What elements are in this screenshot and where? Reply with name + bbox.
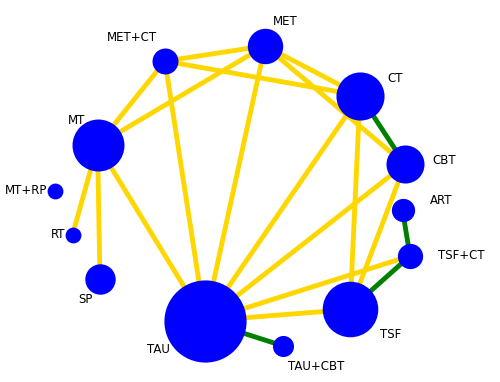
Text: MT+RP: MT+RP <box>5 185 48 197</box>
Text: TSF+CT: TSF+CT <box>438 249 484 262</box>
Point <box>201 318 209 324</box>
Point <box>96 276 104 282</box>
Point <box>261 43 269 49</box>
Text: RT: RT <box>50 228 65 241</box>
Point <box>68 232 76 238</box>
Point <box>346 306 354 312</box>
Text: MET: MET <box>272 15 297 28</box>
Point <box>51 188 59 194</box>
Point <box>161 58 169 64</box>
Point <box>356 92 364 99</box>
Point <box>398 207 406 213</box>
Point <box>401 161 409 167</box>
Text: CT: CT <box>388 72 403 85</box>
Point <box>406 253 414 259</box>
Text: TAU+CBT: TAU+CBT <box>288 360 344 373</box>
Text: ART: ART <box>430 194 452 207</box>
Text: MT: MT <box>68 114 85 127</box>
Text: SP: SP <box>78 293 92 306</box>
Text: CBT: CBT <box>432 154 456 167</box>
Text: TAU: TAU <box>147 343 170 356</box>
Text: MET+CT: MET+CT <box>108 31 158 44</box>
Point <box>94 142 102 148</box>
Point <box>278 343 286 349</box>
Text: TSF: TSF <box>380 328 401 341</box>
